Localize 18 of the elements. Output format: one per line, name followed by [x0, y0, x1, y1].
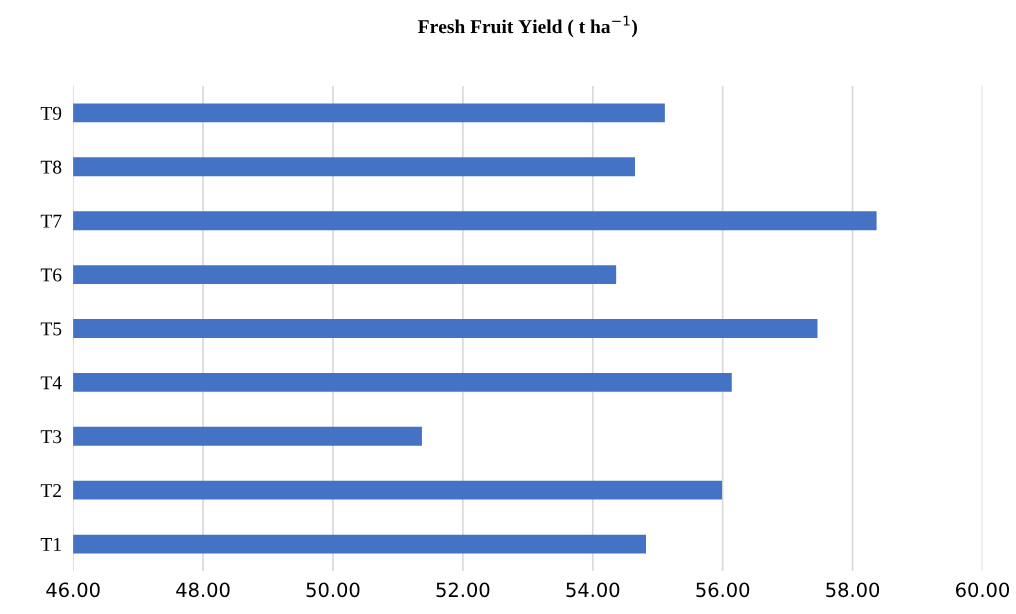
x-tick-label: 54.00 [566, 582, 620, 598]
x-tick-label: 52.00 [436, 582, 490, 598]
y-tick-label: T2 [40, 484, 61, 497]
y-tick-label: T9 [40, 106, 62, 120]
chart-title: Fresh Fruit Yield ( t ha$^{−1}$) [418, 15, 637, 38]
x-tick-label: 60.00 [956, 582, 1010, 598]
x-tick-label: 48.00 [176, 582, 230, 598]
y-tick-label: T8 [40, 160, 62, 174]
x-tick-label: 50.00 [306, 582, 360, 598]
y-tick-label: T1 [40, 537, 61, 551]
y-tick-label: T7 [40, 214, 62, 228]
y-tick-label: T3 [40, 430, 62, 444]
y-tick-label: T6 [40, 268, 62, 282]
x-tick-label: 46.00 [46, 582, 100, 598]
x-tick-label: 58.00 [826, 582, 880, 598]
y-tick-label: T4 [40, 376, 62, 390]
x-tick-label: 56.00 [696, 582, 750, 598]
y-tick-label: T5 [40, 322, 62, 336]
